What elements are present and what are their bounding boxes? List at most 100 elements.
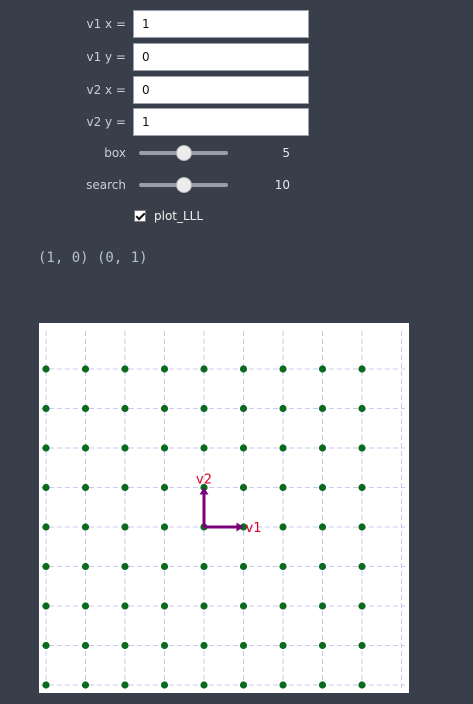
lattice-point	[121, 523, 129, 531]
lattice-point	[200, 641, 208, 650]
box-label: box	[104, 146, 126, 160]
lattice-plot: v1 v2	[39, 323, 409, 693]
lattice-point	[318, 681, 327, 689]
box-slider-track[interactable]	[139, 145, 228, 161]
lattice-point	[160, 641, 169, 650]
lattice-point	[121, 444, 129, 452]
lattice-point	[279, 404, 287, 413]
lattice-point	[279, 444, 287, 452]
lattice-point	[160, 404, 169, 413]
lattice-point	[358, 404, 366, 413]
lattice-point	[81, 483, 90, 492]
lattice-point	[358, 523, 366, 531]
lattice-point	[358, 365, 366, 373]
box-value: 5	[282, 146, 290, 160]
lattice-point	[42, 444, 50, 452]
lattice-point	[81, 681, 90, 689]
lattice-point	[318, 444, 327, 452]
lattice-point	[81, 365, 90, 373]
v1y-input[interactable]	[133, 43, 309, 71]
lattice-point	[200, 483, 208, 492]
lattice-point	[318, 562, 327, 571]
search-label: search	[86, 178, 126, 192]
v2y-input[interactable]	[133, 108, 309, 136]
lattice-point	[318, 365, 327, 373]
lattice-point	[81, 562, 90, 571]
lattice-point	[279, 483, 287, 492]
lattice-point	[239, 404, 248, 413]
lattice-point	[279, 562, 287, 571]
lattice-point	[239, 681, 248, 689]
lattice-point	[358, 602, 366, 610]
lattice-point	[200, 404, 208, 413]
lattice-point	[200, 681, 208, 689]
lattice-point	[358, 444, 366, 452]
lattice-point	[358, 681, 366, 689]
lattice-point	[239, 444, 248, 452]
v1x-input[interactable]	[133, 10, 309, 38]
lattice-point	[42, 681, 50, 689]
lattice-point	[42, 404, 50, 413]
search-slider-track[interactable]	[139, 177, 228, 193]
lattice-point	[279, 641, 287, 650]
lattice-point	[121, 681, 129, 689]
lattice-point	[318, 523, 327, 531]
v1y-label: v1 y =	[86, 50, 126, 64]
lattice-point	[358, 483, 366, 492]
plot-lll-checkbox[interactable]	[134, 210, 146, 222]
lattice-point	[318, 641, 327, 650]
lattice-point	[200, 365, 208, 373]
lattice-point	[42, 562, 50, 571]
lattice-point	[318, 483, 327, 492]
lattice-point	[42, 602, 50, 610]
lattice-point	[42, 641, 50, 650]
lattice-point	[121, 365, 129, 373]
v1-arrowhead	[236, 522, 244, 532]
v2y-label: v2 y =	[86, 115, 126, 129]
lattice-point	[160, 602, 169, 610]
v2-label: v2	[196, 473, 212, 488]
lattice-point	[279, 681, 287, 689]
lattice-point	[239, 365, 248, 373]
v2x-input[interactable]	[133, 76, 309, 104]
lattice-point	[200, 444, 208, 452]
v2-arrowhead	[199, 487, 209, 495]
output-text: (1, 0) (0, 1)	[38, 250, 148, 266]
lattice-point	[81, 602, 90, 610]
lattice-point	[121, 641, 129, 650]
lattice-point	[239, 641, 248, 650]
lattice-point	[279, 602, 287, 610]
lattice-point	[121, 483, 129, 492]
search-slider-handle[interactable]	[175, 177, 192, 193]
lattice-point	[358, 641, 366, 650]
lattice-point	[200, 562, 208, 571]
lattice-point	[318, 404, 327, 413]
plot-lll-label[interactable]: plot_LLL	[154, 209, 204, 223]
lattice-point	[121, 602, 129, 610]
lattice-point	[81, 641, 90, 650]
lattice-point	[239, 602, 248, 610]
lattice-point	[200, 602, 208, 610]
lattice-point	[160, 681, 169, 689]
lattice-point	[160, 444, 169, 452]
lattice-point	[279, 523, 287, 531]
lattice-point	[160, 483, 169, 492]
lattice-point	[160, 562, 169, 571]
lattice-point	[239, 483, 248, 492]
lattice-point	[42, 365, 50, 373]
lattice-point	[42, 483, 50, 492]
box-slider-handle[interactable]	[175, 145, 192, 161]
lattice-point	[160, 523, 169, 531]
lattice-point	[279, 365, 287, 373]
lattice-point	[239, 562, 248, 571]
lattice-svg: v1 v2	[41, 331, 405, 691]
v1x-label: v1 x =	[86, 17, 126, 31]
search-value: 10	[274, 178, 290, 192]
lattice-point	[81, 404, 90, 413]
v1-label: v1	[246, 521, 262, 536]
lattice-point	[81, 444, 90, 452]
lattice-point	[121, 404, 129, 413]
lattice-point	[358, 562, 366, 571]
v2x-label: v2 x =	[86, 83, 126, 97]
lattice-point	[42, 523, 50, 531]
